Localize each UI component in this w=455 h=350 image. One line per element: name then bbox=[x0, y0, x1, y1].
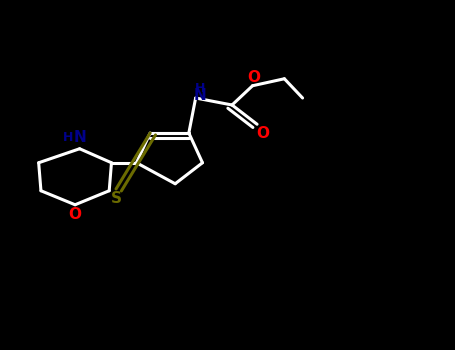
Text: S: S bbox=[111, 191, 121, 206]
Text: N: N bbox=[194, 89, 207, 103]
Text: N: N bbox=[73, 130, 86, 145]
Text: H: H bbox=[195, 82, 205, 95]
Text: H: H bbox=[63, 131, 73, 144]
Text: O: O bbox=[69, 207, 81, 222]
Text: O: O bbox=[256, 126, 269, 140]
Text: O: O bbox=[247, 70, 260, 84]
